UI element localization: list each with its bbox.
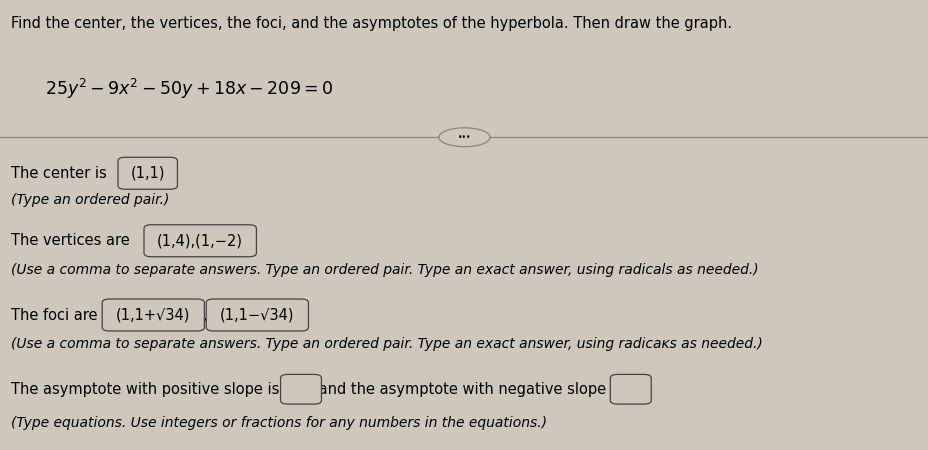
Text: The center is: The center is <box>11 166 111 181</box>
Text: (1,1−√34): (1,1−√34) <box>220 307 294 323</box>
Ellipse shape <box>438 128 490 147</box>
FancyBboxPatch shape <box>102 299 204 331</box>
Text: .: . <box>252 233 257 248</box>
Text: The asymptote with positive slope is: The asymptote with positive slope is <box>11 382 284 397</box>
Text: The vertices are: The vertices are <box>11 233 135 248</box>
FancyBboxPatch shape <box>206 299 308 331</box>
Text: (Type equations. Use integers or fractions for any numbers in the equations.): (Type equations. Use integers or fractio… <box>11 416 547 430</box>
Text: Find the center, the vertices, the foci, and the asymptotes of the hyperbola. Th: Find the center, the vertices, the foci,… <box>11 16 731 31</box>
Text: The foci are: The foci are <box>11 307 102 323</box>
Text: ,: , <box>202 307 207 323</box>
Text: .: . <box>174 166 178 181</box>
Text: and the asymptote with negative slope is: and the asymptote with negative slope is <box>314 382 626 397</box>
Text: $25y^2 - 9x^2 - 50y + 18x - 209 = 0$: $25y^2 - 9x^2 - 50y + 18x - 209 = 0$ <box>45 76 332 101</box>
FancyBboxPatch shape <box>144 225 256 256</box>
Text: .: . <box>304 307 309 323</box>
Text: .: . <box>646 382 651 397</box>
Text: (1,1): (1,1) <box>130 166 165 181</box>
Text: (Use a comma to separate answers. Type an ordered pair. Type an exact answer, us: (Use a comma to separate answers. Type a… <box>11 263 758 277</box>
FancyBboxPatch shape <box>280 374 321 404</box>
Text: (1,4),(1,−2): (1,4),(1,−2) <box>157 233 243 248</box>
Text: (1,1+√34): (1,1+√34) <box>116 307 190 323</box>
Text: (Use a comma to separate answers. Type an ordered pair. Type an exact answer, us: (Use a comma to separate answers. Type a… <box>11 337 762 351</box>
FancyBboxPatch shape <box>118 157 177 189</box>
Text: •••: ••• <box>458 133 470 142</box>
FancyBboxPatch shape <box>610 374 651 404</box>
Text: (Type an ordered pair.): (Type an ordered pair.) <box>11 193 169 207</box>
